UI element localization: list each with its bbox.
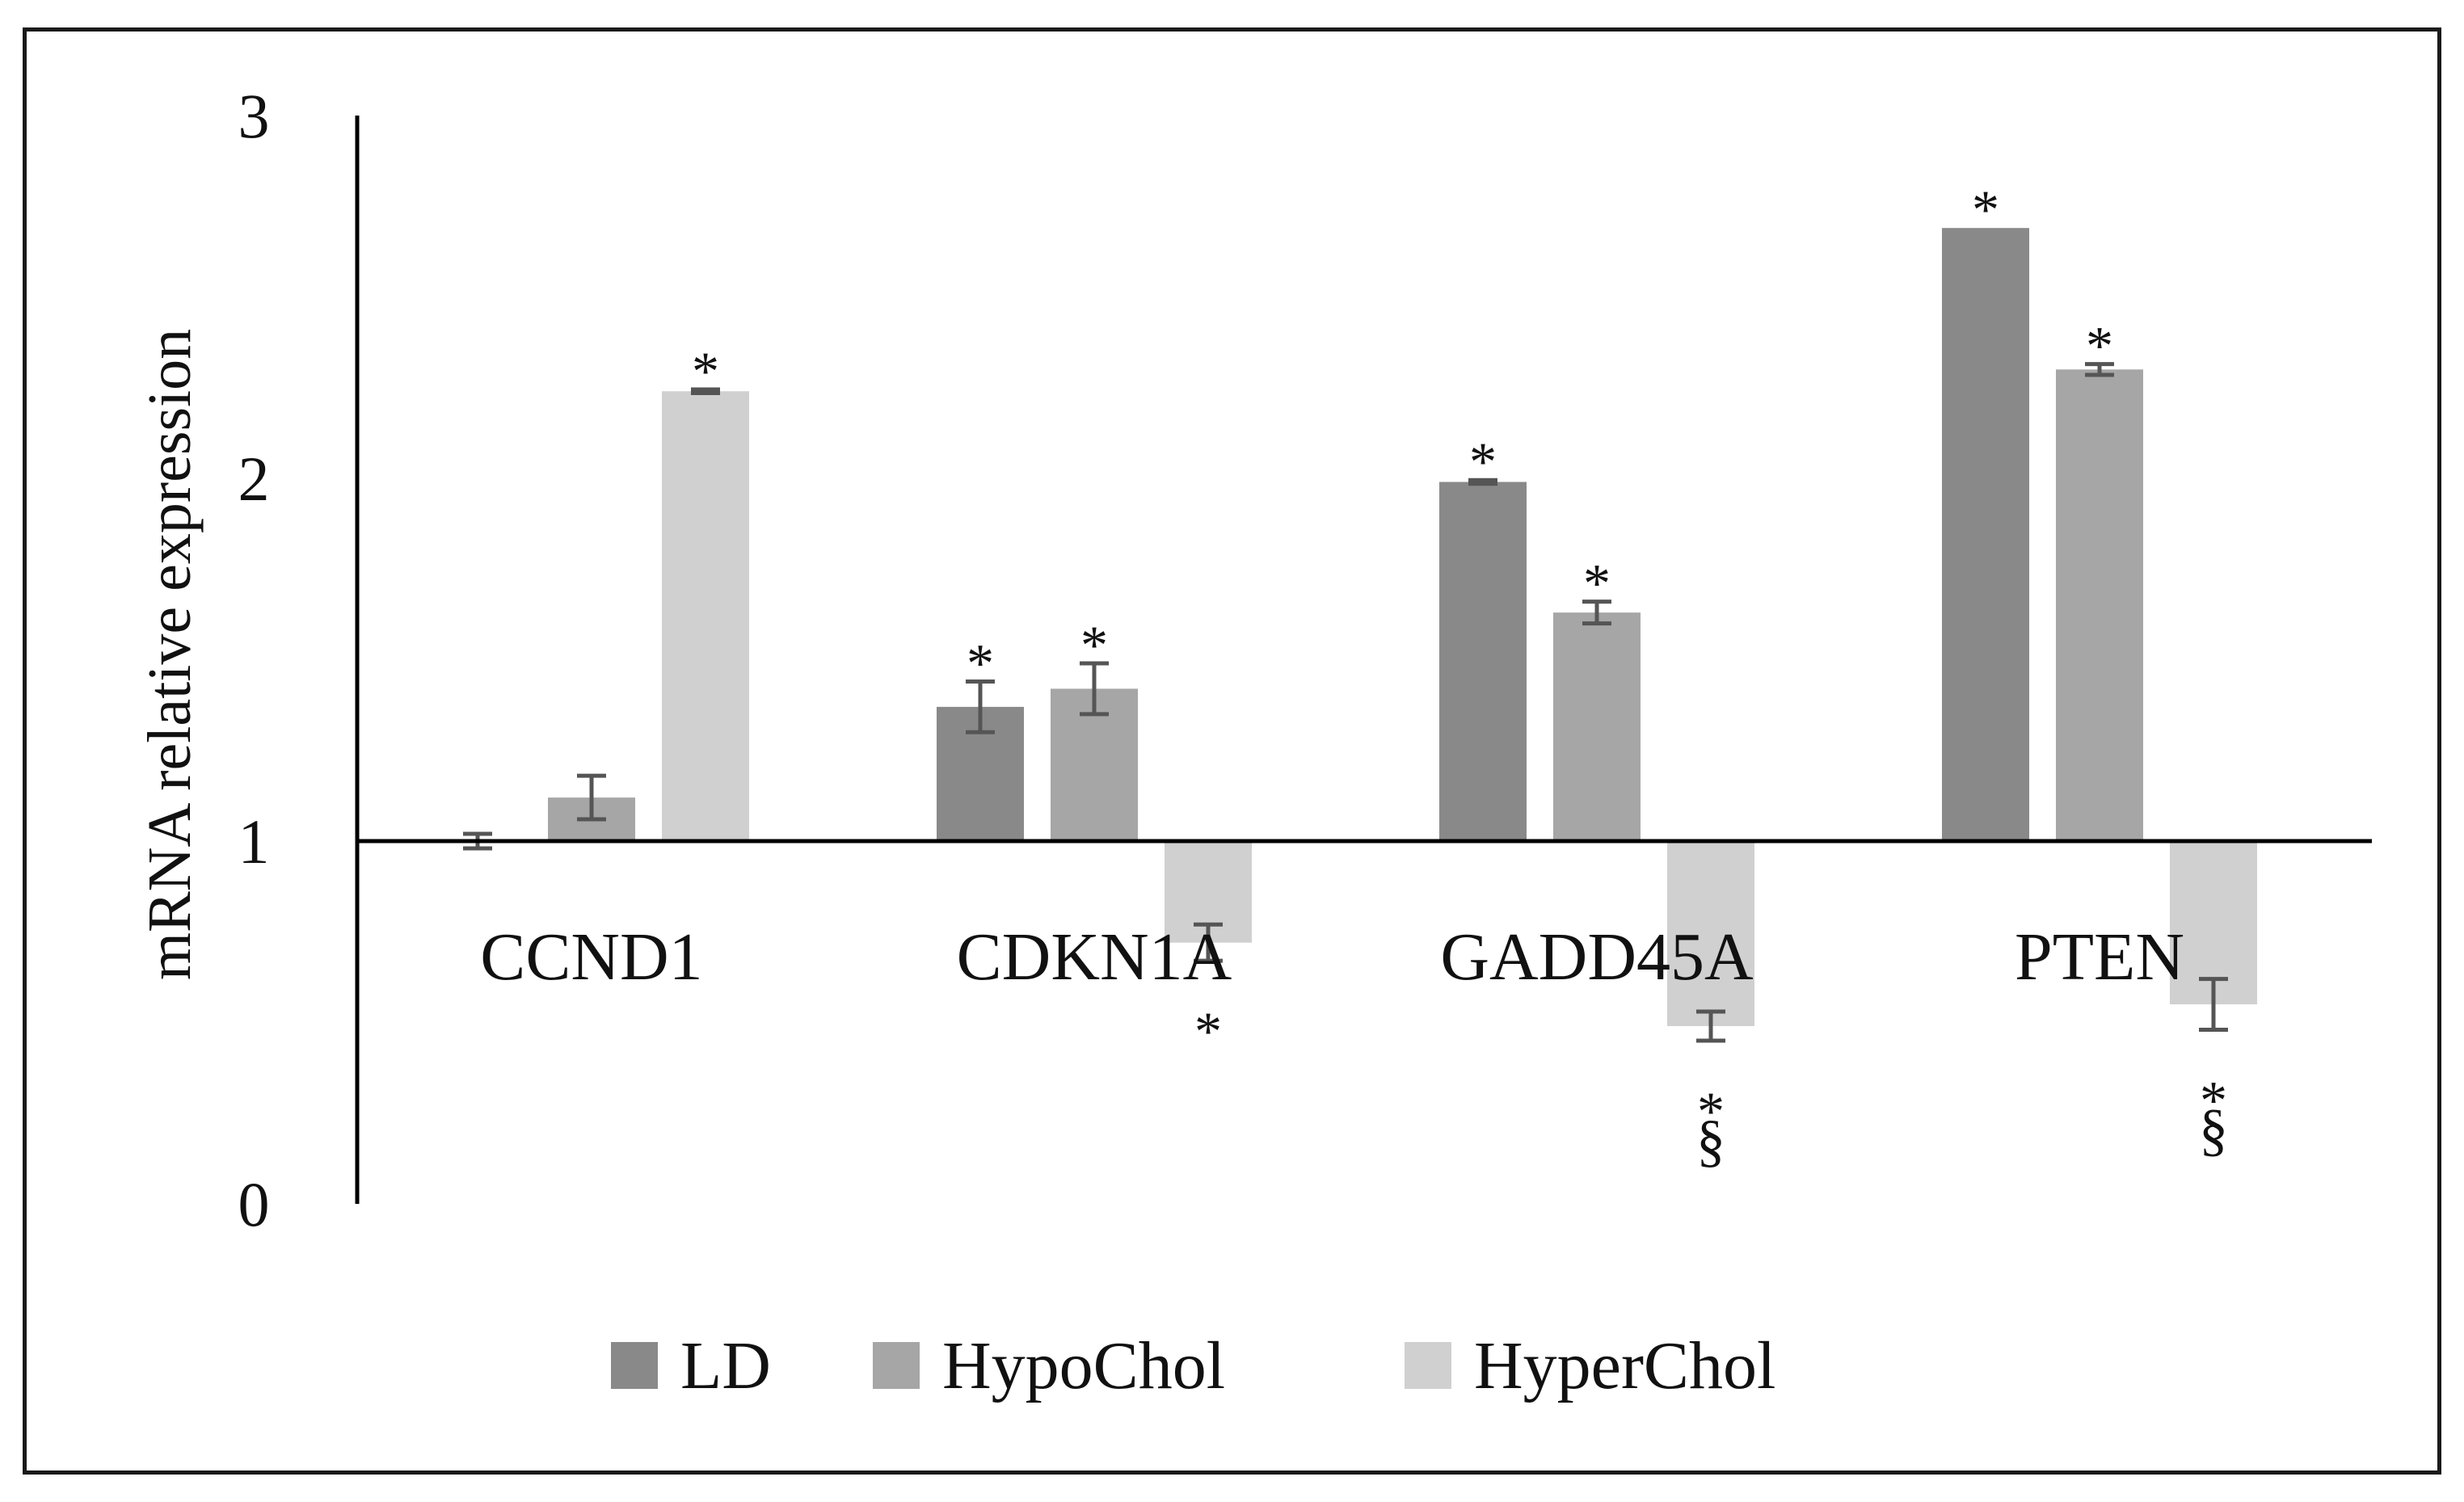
significance-asterisk: * [1972, 179, 1999, 240]
significance-asterisk: * [692, 340, 719, 402]
significance-asterisk: * [1194, 1000, 1222, 1062]
error-bar [2085, 362, 2114, 377]
error-bar [1194, 922, 1223, 963]
legend-swatch-hypochol [873, 1342, 920, 1389]
error-bar [1080, 661, 1109, 717]
y-tick-label: 3 [238, 81, 270, 151]
y-tick-label: 1 [238, 806, 270, 877]
error-bar [2199, 977, 2228, 1032]
error-bar [1468, 478, 1497, 486]
bar-hyperchol-gadd45a [1667, 841, 1754, 1026]
significance-asterisk: * [1697, 1080, 1725, 1142]
error-bar [577, 773, 606, 822]
category-label: CDKN1A [957, 919, 1232, 995]
error-bar [691, 387, 720, 395]
legend-label-hypochol: HypoChol [942, 1328, 1225, 1403]
significance-asterisk: * [967, 632, 994, 693]
bar-hypochol-pten [2056, 369, 2143, 841]
error-bars [463, 362, 2228, 1043]
error-bar [1582, 600, 1611, 626]
legend-swatch-ld [611, 1342, 658, 1389]
bar-hyperchol-ccnd1 [662, 391, 749, 841]
bar-ld-gadd45a [1439, 482, 1527, 841]
y-axis: 0 1 2 3 [238, 81, 360, 1239]
significance-asterisk: * [1583, 553, 1611, 614]
legend-label-ld: LD [680, 1328, 771, 1403]
y-tick-label: 0 [238, 1169, 270, 1239]
legend: LD HypoChol HyperChol [611, 1328, 1775, 1403]
error-bar [1696, 1009, 1725, 1043]
category-label: PTEN [2015, 919, 2184, 995]
chart-frame [23, 27, 2441, 1475]
error-bar [966, 679, 995, 734]
significance-asterisk: * [2086, 315, 2113, 377]
y-axis-title: mRNA relative expression [136, 329, 204, 980]
bar-ld-pten [1942, 228, 2029, 841]
bars [434, 228, 2257, 1026]
significance-section-mark: § [2199, 1097, 2228, 1162]
significance-asterisk: * [2200, 1069, 2227, 1130]
category-labels: CCND1 CDKN1A GADD45A PTEN [480, 919, 2184, 995]
y-tick-label: 2 [238, 444, 270, 514]
legend-label-hyperchol: HyperChol [1474, 1328, 1775, 1403]
category-label: GADD45A [1440, 919, 1754, 995]
legend-swatch-hyperchol [1405, 1342, 1451, 1389]
significance-asterisk: * [1469, 431, 1497, 492]
significance-asterisk: * [1080, 614, 1108, 675]
significance-marks: ** *****§***§ [692, 179, 2228, 1173]
significance-section-mark: § [1696, 1109, 1725, 1173]
category-label: CCND1 [480, 919, 702, 995]
bar-hypochol-gadd45a [1553, 612, 1641, 841]
